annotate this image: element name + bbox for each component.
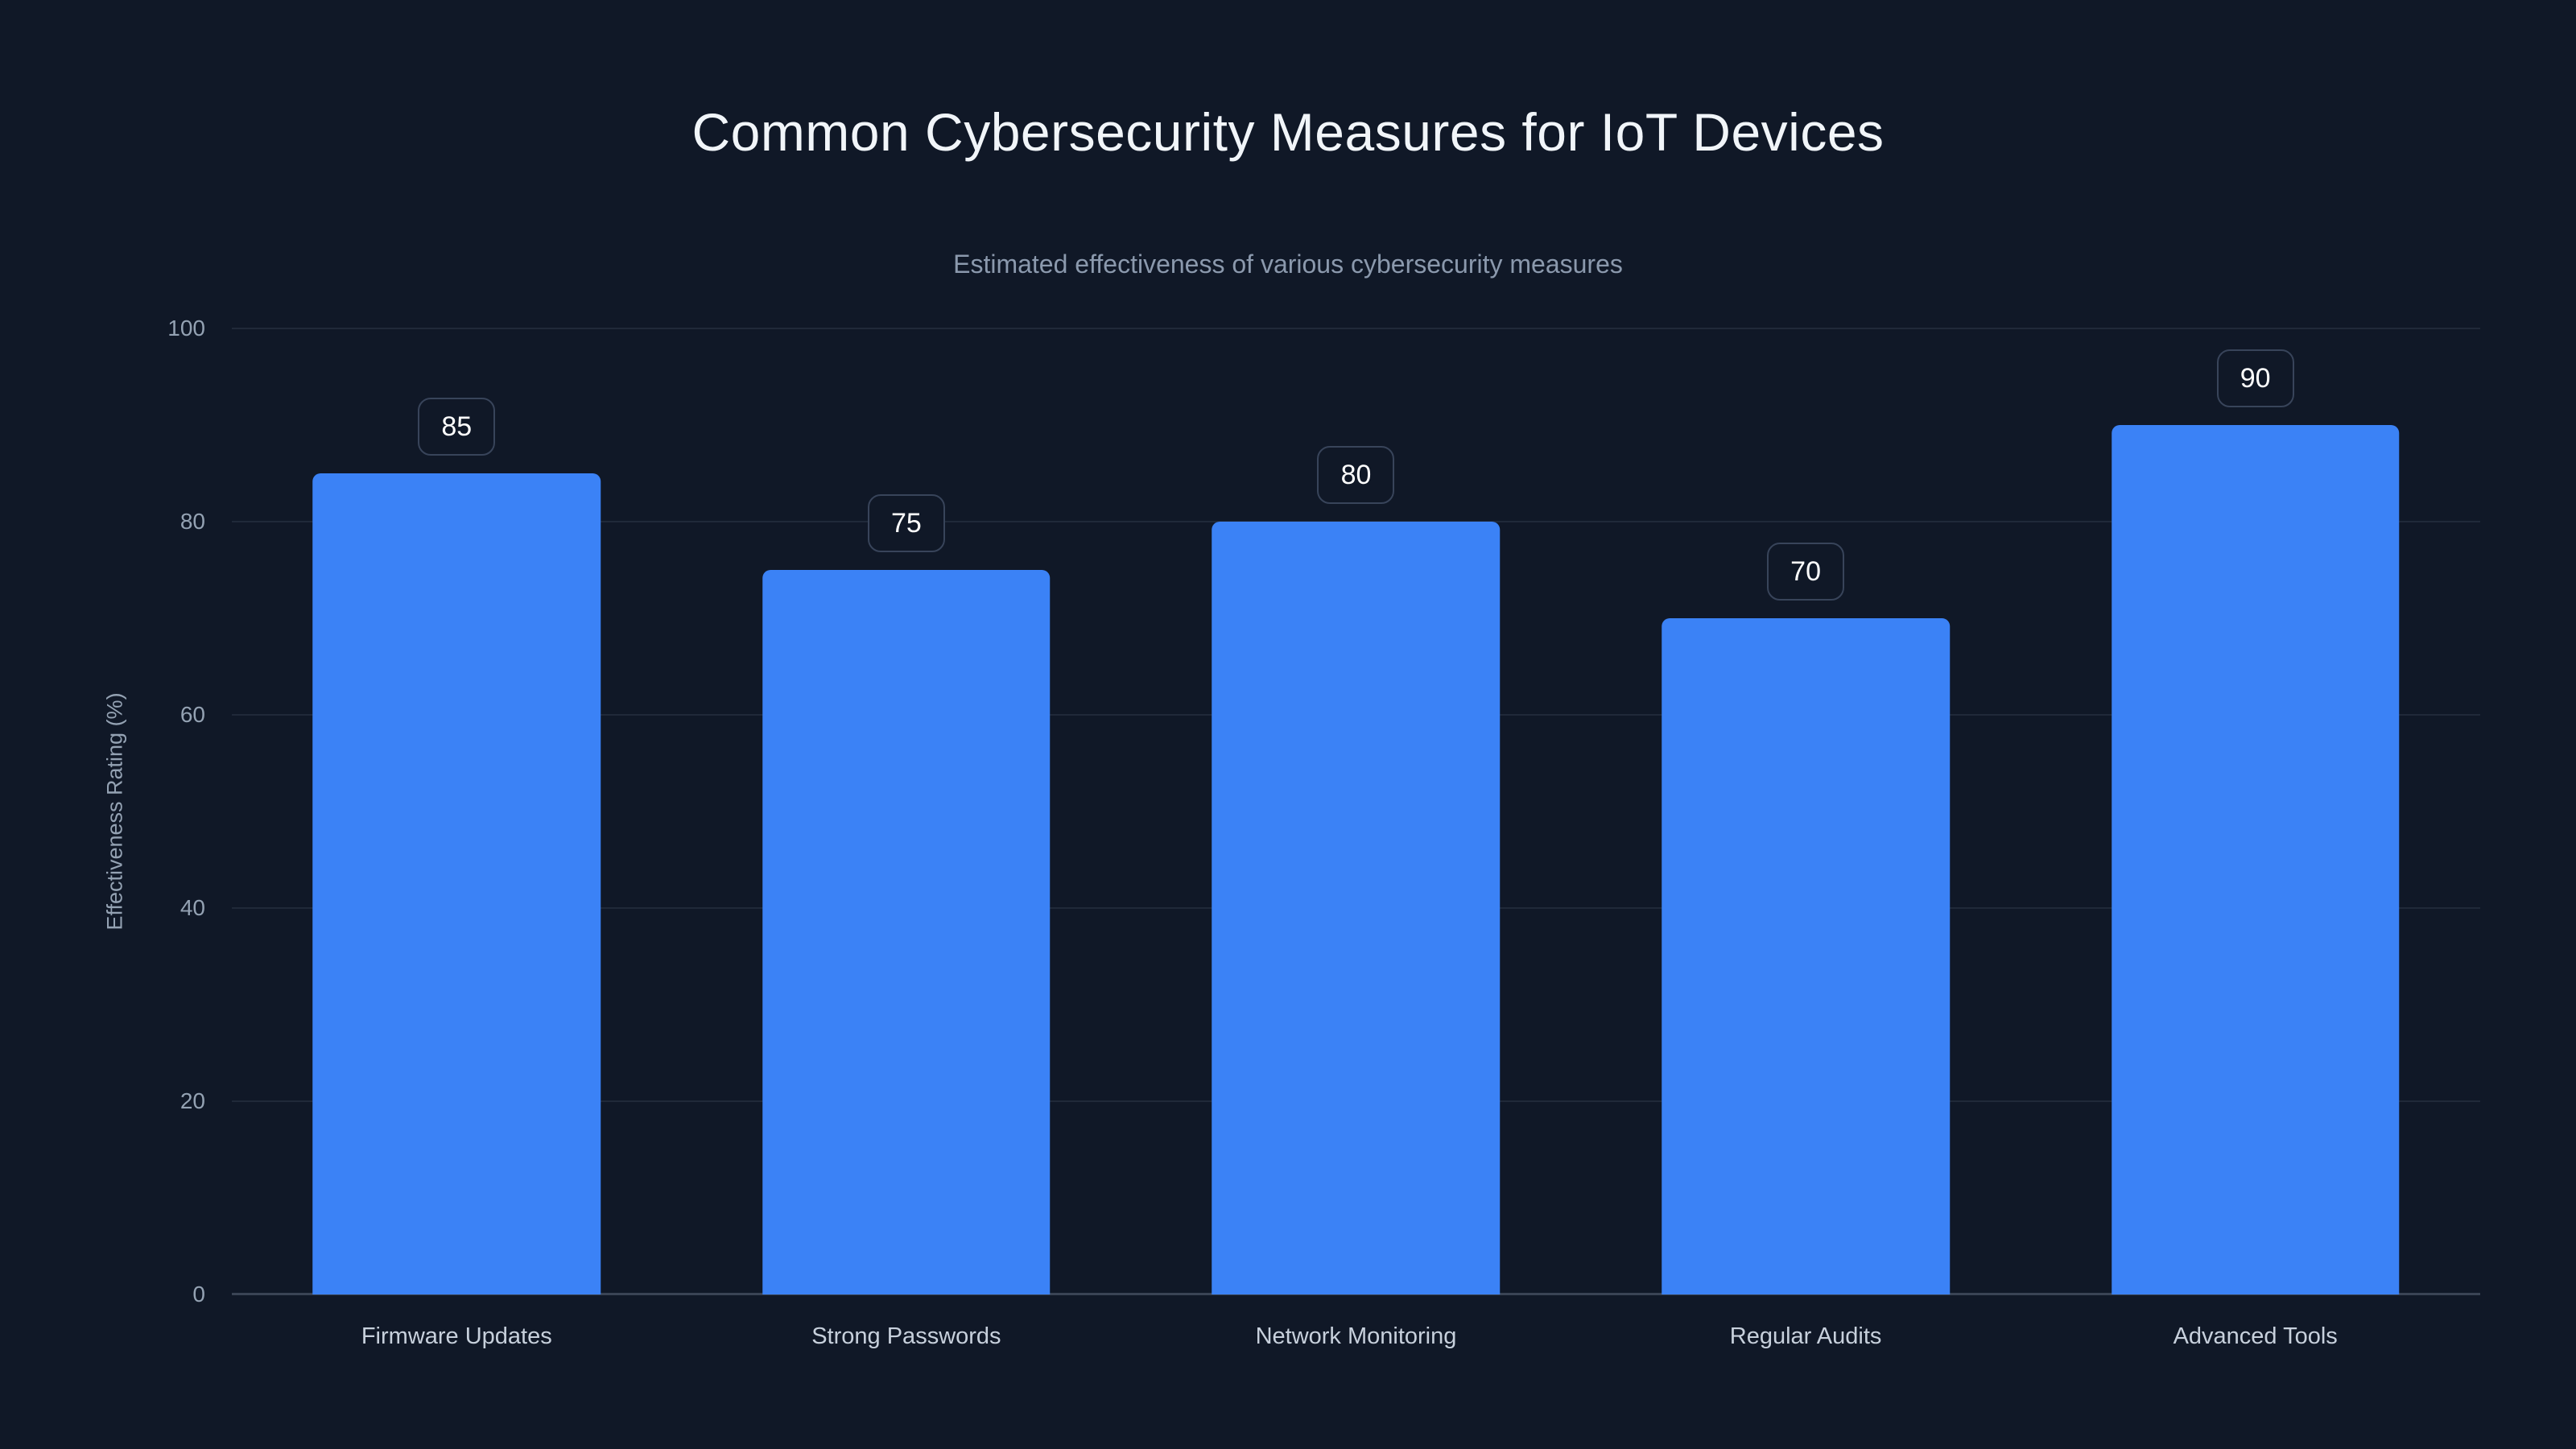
bars-layer: 85 75 80 70 90 [232, 328, 2480, 1294]
x-tick-label: Firmware Updates [361, 1323, 552, 1349]
bar [1212, 522, 1501, 1294]
value-badge: 75 [867, 494, 945, 552]
bar-slot: 85 [232, 328, 682, 1294]
y-axis-label: Effectiveness Rating (%) [102, 692, 127, 931]
chart-subtitle: Estimated effectiveness of various cyber… [953, 250, 1623, 279]
y-tick-label: 100 [167, 316, 205, 341]
bar [1662, 618, 1950, 1294]
value-badge: 80 [1317, 446, 1395, 504]
x-axis-labels: Firmware Updates Strong Passwords Network … [232, 1323, 2480, 1350]
y-tick-label: 60 [180, 702, 205, 727]
bar-slot: 70 [1581, 328, 2031, 1294]
plot-area: 0 20 40 60 80 100 85 75 80 70 90 [167, 316, 2480, 1307]
bar-slot: 75 [682, 328, 1132, 1294]
x-tick-label: Strong Passwords [811, 1323, 1001, 1349]
x-tick-label: Advanced Tools [2173, 1323, 2338, 1349]
bar [2111, 425, 2400, 1294]
value-badge: 85 [418, 398, 496, 456]
y-tick-label: 40 [180, 895, 205, 920]
chart-title: Common Cybersecurity Measures for IoT De… [691, 102, 1885, 162]
bar [762, 570, 1051, 1294]
y-tick-label: 20 [180, 1088, 205, 1113]
value-badge: 90 [2216, 349, 2294, 407]
bar-slot: 90 [2030, 328, 2480, 1294]
x-tick-label: Regular Audits [1729, 1323, 1882, 1349]
gridline [232, 328, 2480, 329]
y-tick-label: 0 [192, 1282, 205, 1307]
x-tick-label: Network Monitoring [1255, 1323, 1457, 1349]
bar [312, 473, 601, 1294]
bar-slot: 80 [1131, 328, 1581, 1294]
value-badge: 70 [1767, 543, 1845, 601]
y-tick-label: 80 [180, 509, 205, 534]
